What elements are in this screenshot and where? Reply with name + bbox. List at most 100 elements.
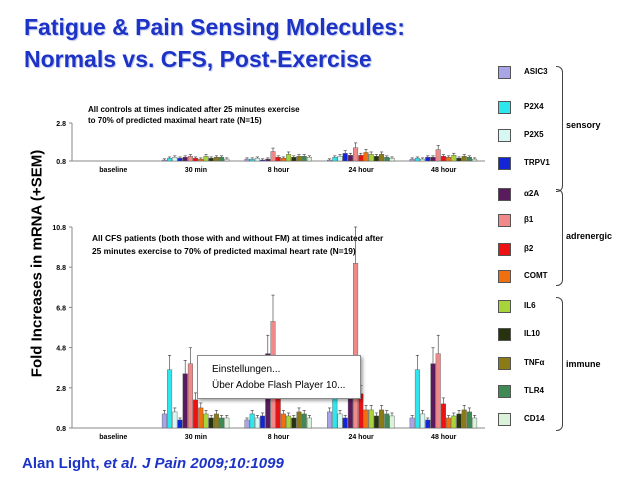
bar (409, 417, 415, 429)
bar (219, 417, 225, 429)
bar (193, 157, 199, 162)
bar (446, 156, 452, 162)
bar (208, 157, 214, 162)
legend-label: β1 (524, 215, 534, 224)
bar (363, 152, 369, 162)
sensory-brace (556, 66, 563, 192)
bar (301, 156, 307, 162)
bar (342, 153, 348, 162)
x-tick-label: 48 hour (431, 167, 457, 174)
bar (425, 156, 431, 162)
bar (177, 419, 183, 429)
bar (306, 417, 312, 429)
bar (420, 413, 426, 429)
context-menu-settings[interactable]: Einstellungen... (212, 364, 281, 375)
legend-label: IL6 (524, 301, 536, 310)
bar (440, 403, 446, 429)
bar (296, 156, 302, 162)
x-tick-label: baseline (99, 434, 127, 441)
legend-label: TRPV1 (524, 158, 550, 167)
y-tick-label: 10.8 (52, 225, 66, 232)
bar (430, 363, 436, 429)
bar (435, 353, 441, 429)
chart-annotation: to 70% of predicted maximal heart rate (… (88, 116, 262, 125)
legend-swatch (498, 270, 511, 283)
legend-swatch (498, 101, 511, 114)
bar (286, 415, 292, 429)
bar (461, 409, 467, 429)
bar (451, 415, 457, 429)
bar (286, 154, 292, 162)
legend-swatch (498, 300, 511, 313)
legend-swatch (498, 413, 511, 426)
legend-swatch (498, 157, 511, 170)
legend-group-adrenergic: adrenergic (566, 231, 613, 241)
bar (337, 413, 343, 429)
bar (254, 417, 260, 429)
bar (327, 159, 333, 162)
bar (203, 156, 209, 162)
legend-swatch (498, 66, 511, 79)
bar (430, 156, 436, 162)
legend-label: α2A (524, 189, 540, 198)
bar (332, 395, 338, 429)
x-tick-label: 30 min (185, 167, 207, 174)
bar (379, 154, 385, 162)
bar (451, 155, 457, 162)
bar (187, 363, 193, 429)
legend-label: P2X4 (524, 102, 544, 111)
legend-swatch (498, 328, 511, 341)
y-tick-label: 4.8 (56, 346, 66, 353)
bar (213, 413, 219, 429)
bar (172, 156, 178, 162)
x-tick-label: 8 hour (268, 167, 290, 174)
citation-authors: Alan Light, (22, 455, 100, 472)
citation: Alan Light, et al. J Pain 2009;10:1099 (22, 455, 284, 472)
bar (280, 413, 286, 429)
bar (244, 419, 250, 429)
bar (373, 156, 379, 162)
adrenergic-brace (556, 189, 563, 286)
bar (384, 156, 390, 162)
bar (472, 417, 478, 429)
bar (296, 411, 302, 429)
x-tick-label: 24 hour (348, 167, 374, 174)
bar (414, 369, 420, 429)
bar (203, 413, 209, 429)
citation-ref: 2009;10:1099 (190, 455, 284, 472)
y-tick-label: 2.8 (56, 121, 66, 128)
bar (182, 156, 188, 162)
bar (456, 157, 462, 162)
bar (254, 157, 260, 162)
bar (358, 155, 364, 162)
bar (363, 409, 369, 429)
legend-group-sensory: sensory (566, 120, 601, 130)
bar (306, 156, 312, 162)
bar (347, 155, 353, 162)
bar (389, 415, 395, 429)
bar (414, 157, 420, 162)
context-menu-about-flash[interactable]: Über Adobe Flash Player 10... (212, 380, 346, 391)
bar (291, 156, 297, 162)
legend-swatch (498, 129, 511, 142)
bar (291, 417, 297, 429)
y-tick-label: 0.8 (56, 426, 66, 433)
bar (435, 149, 441, 162)
legend-label: P2X5 (524, 130, 544, 139)
bar (198, 158, 204, 162)
bar (280, 157, 286, 162)
legend-label: CD14 (524, 414, 545, 423)
bar (472, 158, 478, 162)
bar (161, 159, 167, 162)
bar (379, 409, 385, 429)
legend-label: IL10 (524, 329, 541, 338)
bar (224, 158, 230, 162)
legend-label: COMT (524, 271, 548, 280)
x-tick-label: baseline (99, 167, 127, 174)
context-menu[interactable]: Einstellungen... Über Adobe Flash Player… (197, 355, 361, 399)
y-tick-label: 8.8 (56, 265, 66, 272)
bar (456, 413, 462, 429)
bar (244, 158, 250, 162)
legend-label: ASIC3 (524, 67, 548, 76)
